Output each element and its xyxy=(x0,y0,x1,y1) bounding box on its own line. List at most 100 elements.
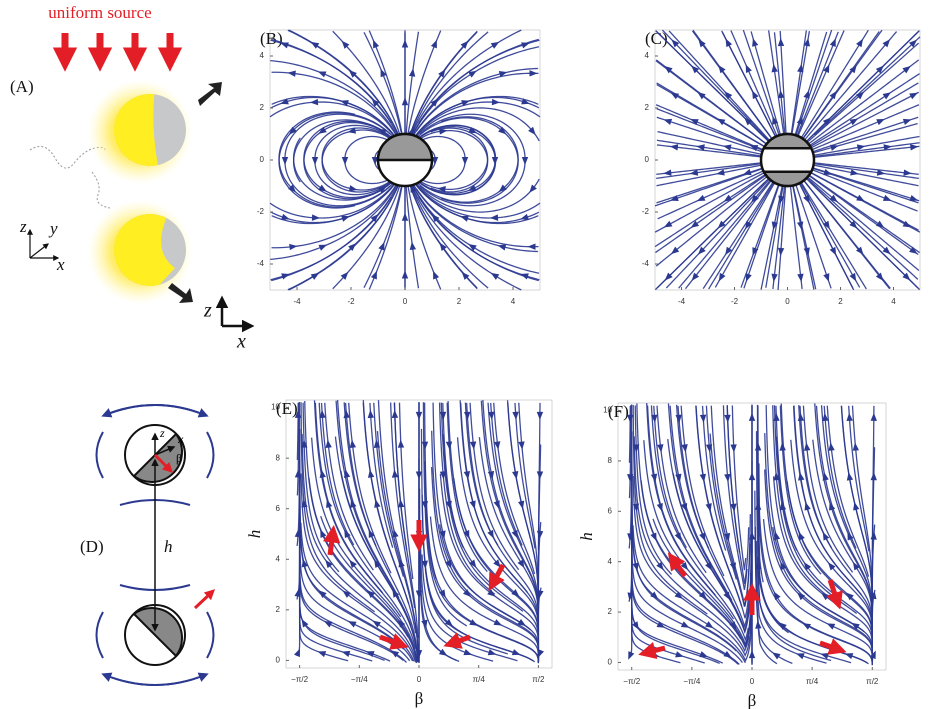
stream-arrow xyxy=(317,68,327,77)
x-tick-label: −π/4 xyxy=(683,677,700,686)
stream-arrow xyxy=(700,415,707,423)
stream-arrow xyxy=(856,37,866,47)
stream-arrow xyxy=(440,412,447,420)
axis-label: x xyxy=(56,255,65,274)
stream-arrow xyxy=(625,651,634,661)
axis-label: y xyxy=(48,219,58,238)
trajectory xyxy=(92,172,110,208)
stream-arrow xyxy=(804,247,812,256)
stream-arrow xyxy=(663,169,672,176)
stream-arrow xyxy=(657,621,667,630)
y-tick-label: 8 xyxy=(608,456,613,465)
streamline xyxy=(741,183,779,287)
streamline xyxy=(703,181,774,289)
stream-arrow xyxy=(876,116,886,125)
stream-arrow xyxy=(391,410,398,418)
stream-arrow xyxy=(294,647,303,657)
y-tick-label: 4 xyxy=(645,51,650,60)
stream-arrow xyxy=(287,70,296,77)
stream-arrow xyxy=(416,412,422,420)
velocity-arrow xyxy=(198,82,222,106)
stream-arrow xyxy=(773,413,780,421)
stream-arrow xyxy=(871,472,878,480)
y-tick-label: -4 xyxy=(257,259,265,268)
stream-arrow xyxy=(289,243,298,250)
stream-arrow xyxy=(689,221,699,231)
stream-arrow xyxy=(730,444,737,452)
stream-arrow xyxy=(402,39,408,47)
streamline xyxy=(656,31,769,142)
panel-a: uniform source (A) z y x z x xyxy=(10,3,252,353)
stream-arrow xyxy=(347,618,357,627)
y-tick-label: 0 xyxy=(645,155,650,164)
y-tick-label: 0 xyxy=(260,155,265,164)
stream-arrow xyxy=(771,274,778,283)
streamline xyxy=(416,108,539,141)
streamline xyxy=(411,184,521,290)
frame-axes xyxy=(222,298,252,326)
orientation-arrow xyxy=(195,592,212,608)
stream-arrow xyxy=(512,649,522,658)
source-arrows xyxy=(65,33,170,62)
x-tick-label: −π/2 xyxy=(623,677,640,686)
y-tick-label: 4 xyxy=(608,557,613,566)
y-axis-label: h xyxy=(245,530,264,539)
streamline xyxy=(657,179,768,288)
stream-arrow xyxy=(662,221,672,230)
streamline xyxy=(301,402,375,612)
source-label: uniform source xyxy=(48,3,151,22)
x-tick-label: 0 xyxy=(417,675,422,684)
stream-arrow xyxy=(743,63,752,73)
x-tick-label: −π/2 xyxy=(291,675,308,684)
stream-arrow xyxy=(342,157,348,165)
stream-arrow xyxy=(696,195,706,204)
stream-arrow xyxy=(430,270,439,280)
y-tick-label: 4 xyxy=(260,51,265,60)
stream-arrow xyxy=(675,651,684,659)
stream-arrow xyxy=(537,412,543,420)
stream-arrow xyxy=(522,157,528,165)
x-tick-label: -4 xyxy=(293,297,301,306)
streamline xyxy=(813,143,920,157)
stream-arrow xyxy=(844,651,854,660)
stream-arrow xyxy=(870,531,877,539)
stream-arrow xyxy=(663,116,673,125)
x-tick-label: π/4 xyxy=(806,677,819,686)
y-tick-label: 4 xyxy=(276,554,281,563)
y-tick-label: 2 xyxy=(260,103,265,112)
stream-arrow xyxy=(755,442,761,450)
stream-arrow xyxy=(903,116,913,125)
stream-arrow xyxy=(518,441,525,450)
x-tick-label: 2 xyxy=(838,297,843,306)
stream-arrow xyxy=(750,37,758,46)
stream-arrow xyxy=(431,39,440,49)
streamline xyxy=(633,405,707,614)
streamline xyxy=(853,406,872,582)
axis-label: z xyxy=(159,426,165,440)
y-tick-label: 2 xyxy=(645,103,650,112)
stream-arrow xyxy=(494,619,504,628)
stream-arrow xyxy=(871,413,877,421)
y-tick-label: -2 xyxy=(642,207,650,216)
stream-arrow xyxy=(470,441,477,450)
axis-label: x xyxy=(177,432,184,446)
y-tick-label: -2 xyxy=(257,207,265,216)
x-tick-label: 0 xyxy=(750,677,755,686)
panel-label: (B) xyxy=(260,29,283,48)
angle-label: β xyxy=(176,451,182,465)
x-tick-label: -2 xyxy=(347,297,355,306)
stream-arrow xyxy=(490,214,498,221)
y-axis-label: h xyxy=(577,532,596,541)
panel: (B)-4-2024-4-2024 xyxy=(257,29,540,306)
particle-cap xyxy=(764,172,811,186)
stream-arrow xyxy=(491,39,501,49)
stream-arrow xyxy=(903,169,912,176)
stream-arrow xyxy=(909,90,919,99)
stream-arrow xyxy=(797,274,804,283)
y-tick-label: 6 xyxy=(276,504,281,513)
streamline xyxy=(809,175,920,252)
streamline xyxy=(809,175,918,254)
stream-arrow xyxy=(310,99,318,106)
streamline xyxy=(413,47,539,135)
streamline xyxy=(648,406,716,596)
